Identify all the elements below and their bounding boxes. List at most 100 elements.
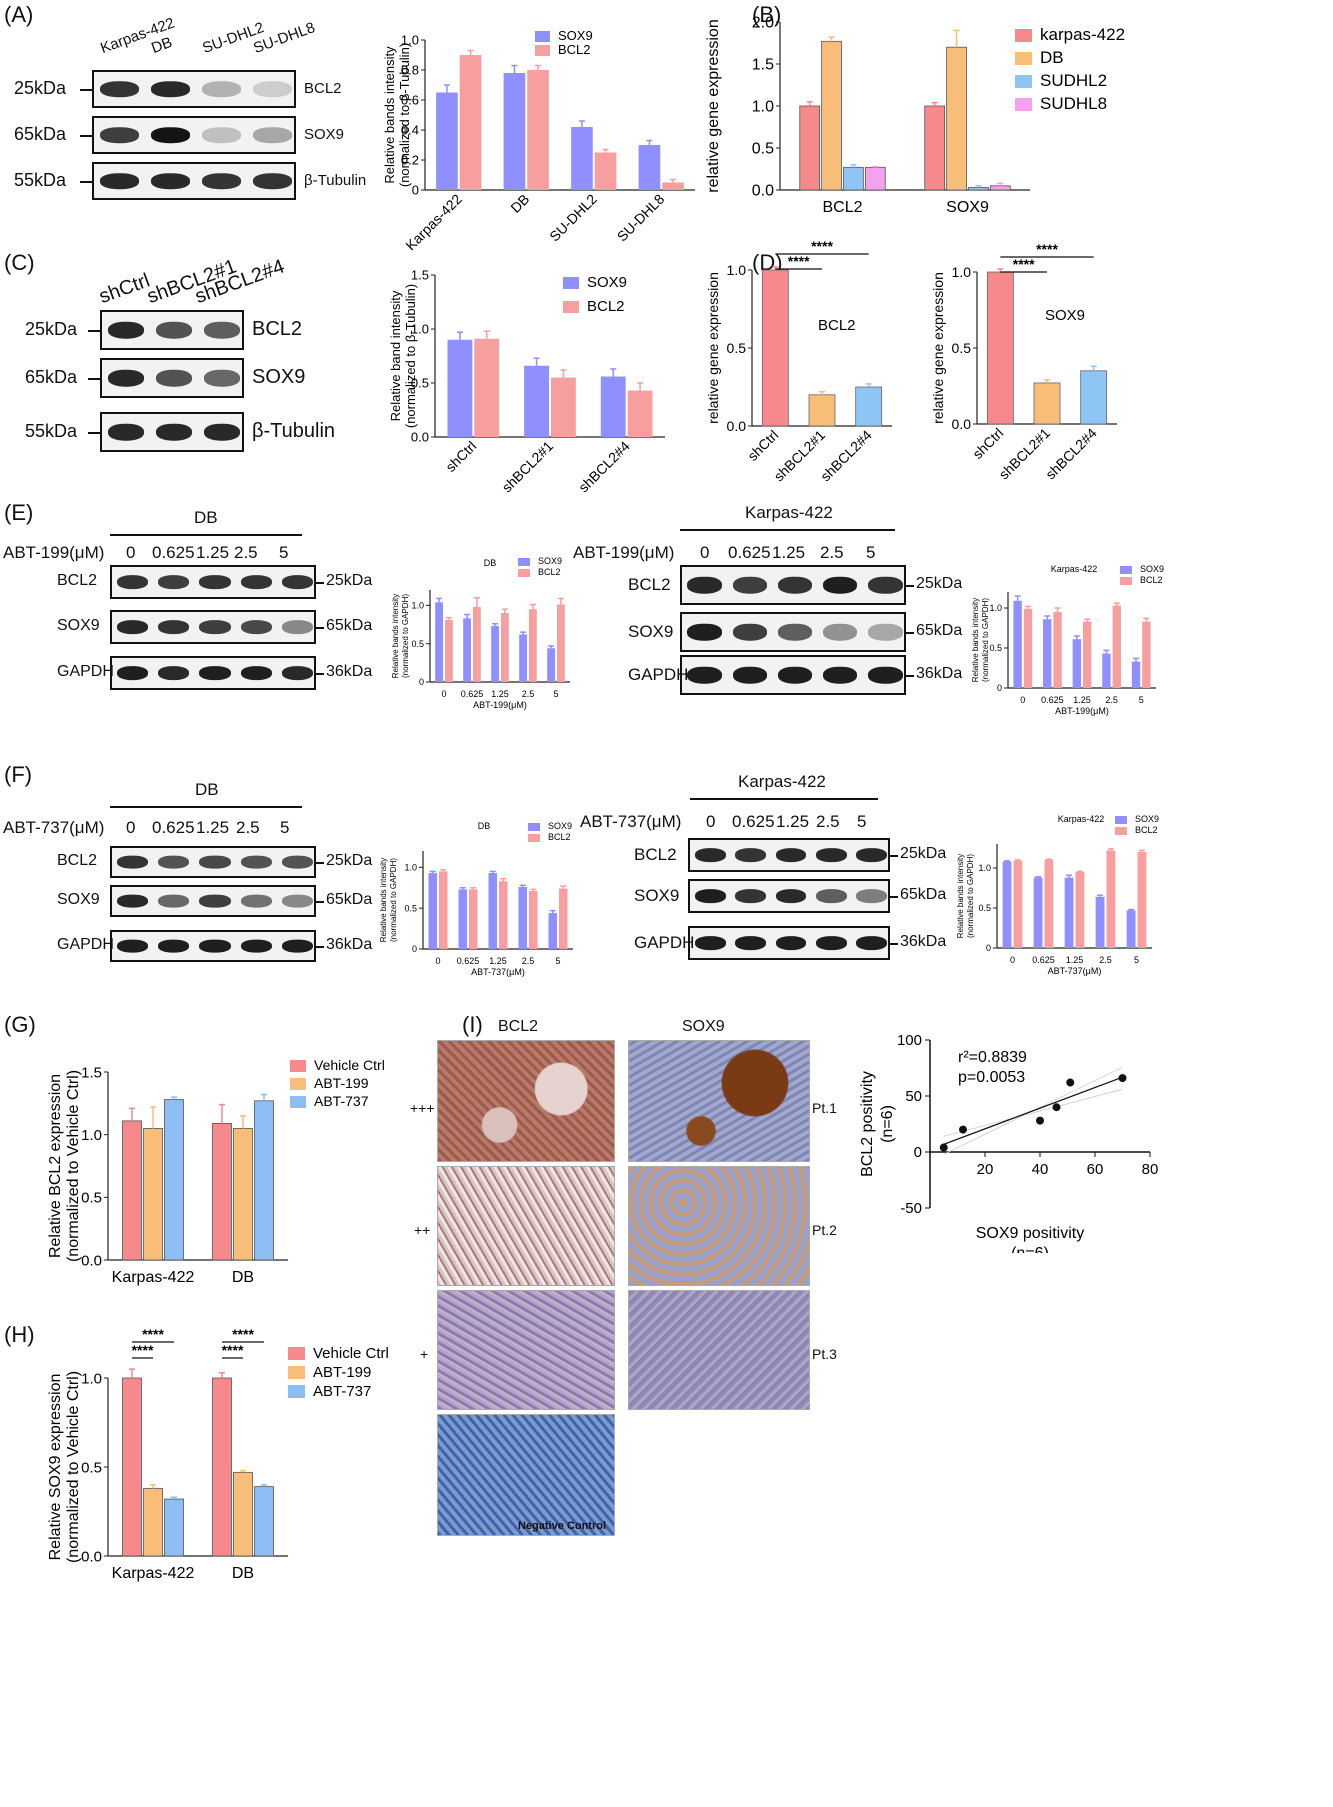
band <box>281 666 314 680</box>
data-point <box>1052 1103 1061 1112</box>
kda-label: 65kDa <box>25 367 78 388</box>
band <box>868 666 903 684</box>
cell-line-label: Karpas-422 <box>738 772 826 791</box>
y-tick-label: 0.0 <box>81 1252 102 1269</box>
kda-tick <box>906 585 914 587</box>
kda-tick <box>80 181 92 183</box>
band <box>202 173 241 189</box>
kda-label: 36kDa <box>326 663 373 681</box>
band <box>240 620 272 634</box>
bar-DB <box>946 46 967 191</box>
chart-d-bcl2-expression: 0.0 0.5 1.0 relative gene expression shCtrls… <box>705 240 892 484</box>
legend-label: DB <box>1040 48 1064 67</box>
bar-BCL2 <box>1083 621 1092 688</box>
bar-_single <box>808 394 836 427</box>
kda-tick <box>80 89 92 91</box>
band <box>151 173 190 189</box>
protein-label: SOX9 <box>252 366 306 388</box>
legend-label: Vehicle Ctrl <box>314 1057 385 1073</box>
band <box>868 623 903 641</box>
drug-label: ABT-737(μM) <box>580 812 682 831</box>
kda-label: 65kDa <box>326 891 373 909</box>
legend-label: BCL2 <box>548 832 571 842</box>
blot-row-sox9 <box>92 116 296 154</box>
kda-tick <box>316 673 324 675</box>
cell-line-underline <box>680 529 895 531</box>
blot-row-bcl2 <box>680 565 906 605</box>
x-tick-label: 60 <box>1087 1161 1104 1178</box>
ihc-grade-3: + <box>420 1346 429 1362</box>
y-tick-label: 0.4 <box>401 123 419 138</box>
x-tick-label: 2.5 <box>1105 695 1118 705</box>
kda-tick <box>316 901 324 903</box>
blot-row-bcl2 <box>110 565 316 599</box>
ihc-image-bcl2-pt1 <box>437 1040 615 1162</box>
band <box>203 423 241 441</box>
panel-label-g: (G) <box>4 1012 36 1037</box>
significance-label: **** <box>788 253 810 269</box>
cell-line-underline <box>110 806 302 808</box>
x-tick-label: 1.25 <box>491 689 509 699</box>
bar-ABT-199 <box>143 1487 163 1557</box>
bar-karpas-422 <box>799 105 821 191</box>
x-axis-label: ABT-199(μM) <box>1055 706 1109 716</box>
significance-label: **** <box>142 1328 164 1342</box>
x-tick-label: 2.5 <box>1099 955 1112 965</box>
bar-BCL2 <box>439 871 448 949</box>
kda-tick <box>80 135 92 137</box>
band <box>199 620 231 634</box>
chart-h-sox9-relative: 0.0 0.5 1.0 Relative SOX9 expression (normal… <box>47 1328 389 1582</box>
band <box>158 855 190 869</box>
bar-_single <box>1033 382 1061 425</box>
x-tick-label: 0 <box>435 956 440 966</box>
kda-label: 36kDa <box>916 665 963 683</box>
bar-BCL2 <box>1075 872 1085 948</box>
x-tick-label: 40 <box>1032 1161 1049 1178</box>
y-tick-label: 0 <box>419 677 424 687</box>
y-axis-label: Relative band intensity <box>388 290 403 421</box>
blot-row-tubulin <box>92 162 296 200</box>
band <box>253 173 292 189</box>
y-tick-label: 1.0 <box>401 33 419 48</box>
kda-tick <box>906 632 914 634</box>
bar-_single <box>1080 370 1108 425</box>
dose-label: 0.625 <box>728 543 771 562</box>
band <box>151 81 190 97</box>
bar-SOX9 <box>1126 910 1136 948</box>
dose-label: 0.625 <box>152 543 195 562</box>
band <box>116 666 149 680</box>
x-tick-label: 20 <box>977 1161 994 1178</box>
data-point <box>1066 1078 1075 1087</box>
bar-BCL2 <box>1112 605 1121 688</box>
protein-label: BCL2 <box>634 844 677 864</box>
legend-swatch <box>290 1078 306 1090</box>
kda-label: 65kDa <box>326 617 373 635</box>
x-tick-label: shBCL2#4 <box>575 438 633 496</box>
blot-row-sox9 <box>110 885 316 917</box>
bar-BCL2 <box>557 604 565 682</box>
panel-label-h: (H) <box>4 1322 35 1347</box>
data-point <box>959 1125 967 1134</box>
y-axis-label-2: (normalized to GAPDH) <box>401 594 410 678</box>
panel-label-e: (E) <box>4 500 34 525</box>
band <box>116 620 149 634</box>
band <box>687 666 722 684</box>
bar-SOX9 <box>463 618 471 682</box>
y-tick-label: 1.0 <box>404 862 417 872</box>
band <box>199 575 231 589</box>
y-tick-label: 0 <box>997 683 1002 693</box>
y-tick-label: 0.8 <box>401 63 419 78</box>
band <box>155 369 193 387</box>
legend-swatch <box>290 1060 306 1072</box>
bar-BCL2 <box>529 609 537 682</box>
legend-swatch <box>563 277 579 289</box>
x-tick-label: shBCL2#1 <box>499 438 557 496</box>
bar-ABT-199 <box>233 1471 253 1557</box>
blot-row-bcl2 <box>100 310 244 350</box>
y-tick-label: 50 <box>905 1088 922 1105</box>
kda-tick <box>906 675 914 677</box>
bar-ABT-737 <box>254 1486 274 1557</box>
bar-SUDHL8 <box>864 166 886 191</box>
bar-SOX9 <box>547 648 555 682</box>
band <box>816 889 847 903</box>
